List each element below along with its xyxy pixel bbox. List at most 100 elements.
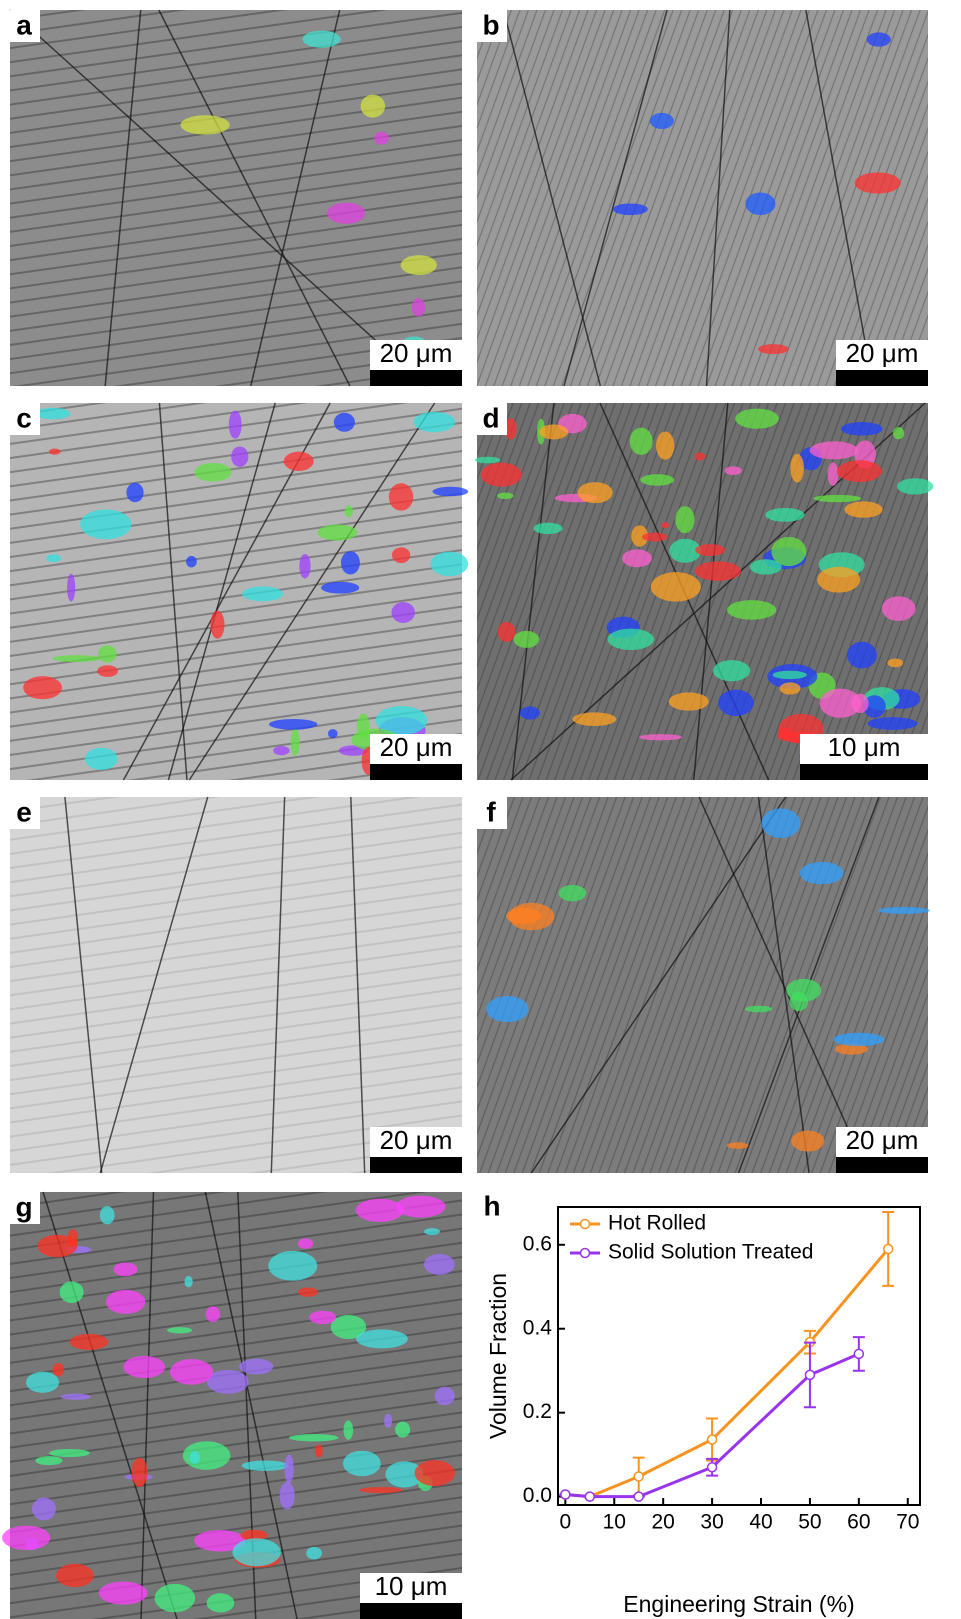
phase-region [761,808,800,838]
phase-region [765,508,804,522]
phase-region [229,411,242,439]
phase-region [318,525,358,541]
phase-region [640,474,674,486]
legend-label: Hot Rolled [608,1212,706,1235]
phase-region [49,1449,90,1457]
phase-region [303,31,341,48]
phase-region [395,1421,410,1437]
phase-region [401,255,437,275]
phase-region [334,413,355,432]
phase-region [67,574,75,602]
data-point [561,1490,570,1499]
y-tick-label: 0.2 [523,1400,552,1423]
phase-region [882,596,916,621]
texture [477,10,928,386]
panel-label: b [482,9,499,40]
phase-region [35,1456,62,1465]
phase-region [268,1251,317,1281]
phase-region [356,1199,404,1222]
phase-region [356,1329,408,1348]
phase-region [656,432,674,460]
scale-bar [800,764,928,780]
legend-label: Solid Solution Treated [608,1241,813,1264]
phase-region [315,1444,323,1457]
phase-region [481,463,522,487]
phase-region [60,1281,84,1303]
phase-region [155,1584,196,1612]
data-point [634,1492,643,1501]
scale-bar-label: 20 μm [846,1125,919,1155]
phase-region [97,665,118,677]
phase-region [53,655,100,662]
phase-region [167,1327,192,1333]
micrograph-panel: b20 μm [477,9,928,386]
data-point [805,1370,814,1379]
phase-region [475,457,500,464]
phase-region [790,454,804,483]
scale-bar [836,370,928,386]
data-point [634,1472,643,1481]
phase-region [170,1359,213,1385]
phase-region [675,506,694,533]
phase-region [578,482,613,503]
phase-region [341,551,360,574]
phase-region [389,483,413,510]
micrograph-panel: d 10 μm [475,402,933,780]
phase-region [180,115,229,134]
panel-label: e [16,796,32,827]
phase-region [113,1262,137,1276]
phase-region [855,172,901,193]
phase-region [26,1372,59,1393]
phase-region [184,1276,192,1287]
phase-region [887,658,903,667]
phase-region [361,95,385,118]
phase-region [841,422,883,436]
phase-region [514,631,540,648]
phase-region [725,466,742,475]
x-tick-label: 10 [603,1511,626,1534]
micrograph-panel: f20 μm [477,796,930,1173]
phase-region [780,682,801,694]
phase-region [49,449,61,455]
phase-region [53,1363,64,1376]
phase-region [810,441,858,459]
phase-region [298,1287,318,1296]
phase-region [893,427,904,439]
phase-region [750,559,782,574]
phase-region [242,587,283,602]
phase-region [847,642,877,669]
phase-region [695,561,741,581]
phase-region [99,1581,148,1604]
scale-bar-label: 20 μm [380,338,453,368]
phase-region [273,746,289,755]
phase-region [231,446,248,466]
phase-region [813,495,861,502]
phase-region [415,1460,455,1486]
x-tick-label: 0 [559,1511,571,1534]
phase-region [817,567,860,593]
phase-region [435,1387,455,1406]
phase-region [207,1593,235,1612]
phase-region [773,671,807,679]
scale-bar-label: 10 μm [828,732,901,762]
panel-label: d [482,402,499,433]
scale-bar [370,370,462,386]
phase-region [32,1498,56,1521]
data-point [884,1244,893,1253]
phase-region [391,602,414,623]
phase-region [431,552,469,577]
phase-region [639,734,682,740]
phase-region [833,1033,884,1046]
data-point [585,1492,594,1501]
phase-region [897,478,933,494]
phase-region [190,1451,200,1464]
phase-region [289,1434,338,1441]
phase-region [35,408,70,420]
phase-region [284,452,314,471]
micrograph-panel: c20 μm [10,402,468,780]
y-tick-label: 0.6 [523,1232,552,1255]
data-point [708,1435,717,1444]
phase-region [497,492,514,499]
phase-region [126,483,143,503]
phase-region [486,996,528,1022]
